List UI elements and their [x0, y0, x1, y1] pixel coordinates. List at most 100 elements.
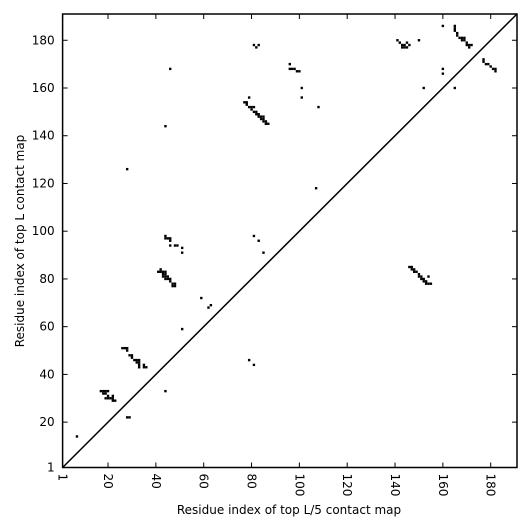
contact-point	[255, 46, 258, 49]
contact-point	[125, 346, 129, 350]
contact-point	[130, 356, 134, 359]
plot-frame	[61, 13, 518, 469]
contact-point	[247, 358, 251, 362]
contact-point	[123, 346, 126, 350]
contact-point	[441, 72, 445, 75]
contact-point	[200, 296, 203, 300]
contact-point	[262, 120, 265, 123]
contact-point	[109, 397, 112, 400]
contact-point	[453, 27, 457, 30]
contact-point	[209, 304, 213, 307]
contact-point	[135, 361, 138, 364]
contact-point	[106, 397, 110, 400]
contact-point	[173, 244, 177, 247]
x-tick-label: 180	[484, 474, 498, 497]
contact-point	[288, 67, 291, 71]
contact-point	[403, 46, 406, 49]
x-tick-label: 40	[149, 474, 163, 489]
contact-point	[243, 101, 246, 104]
contact-point	[456, 31, 459, 35]
contact-point	[417, 275, 421, 278]
contact-point	[164, 270, 167, 273]
contact-point	[252, 43, 256, 47]
contact-point	[453, 29, 457, 32]
contact-point	[99, 389, 103, 393]
contact-point	[171, 282, 174, 285]
contact-point	[264, 122, 268, 125]
contact-point	[169, 244, 172, 247]
contact-point	[111, 397, 115, 400]
contact-point	[159, 270, 162, 273]
contact-point	[403, 43, 406, 47]
y-axis-label: Residue index of top L contact map	[13, 135, 27, 348]
contact-point	[453, 24, 457, 28]
contact-point	[259, 117, 263, 121]
contact-point	[130, 354, 134, 357]
contact-point	[247, 105, 251, 109]
contact-point	[262, 251, 265, 254]
contact-point	[125, 167, 129, 171]
contact-point	[106, 394, 110, 398]
contact-point	[137, 361, 141, 364]
x-tick-label: 20	[101, 474, 115, 489]
contact-point	[137, 358, 141, 362]
contact-point	[250, 105, 253, 109]
contact-point	[441, 67, 445, 71]
contact-point	[494, 70, 497, 73]
contact-point	[467, 43, 471, 47]
contact-point	[161, 270, 165, 273]
contact-point	[429, 282, 433, 285]
contact-point	[135, 358, 138, 362]
x-tick-label: 160	[436, 474, 450, 497]
contact-point	[422, 280, 425, 283]
contact-point	[104, 397, 107, 400]
contact-point	[257, 43, 260, 47]
y-tick-label: 140	[32, 129, 55, 143]
contact-point	[164, 275, 167, 278]
contact-point	[173, 282, 177, 285]
y-tick-label: 180	[32, 33, 55, 47]
x-tick-label: 140	[388, 474, 402, 497]
contact-point	[142, 363, 146, 367]
contact-point	[408, 43, 411, 47]
x-tick-label: 80	[245, 474, 259, 489]
contact-point	[121, 346, 124, 350]
contact-point	[415, 270, 418, 273]
contact-point	[245, 101, 248, 104]
contact-point	[161, 272, 165, 276]
contact-point	[410, 268, 413, 271]
contact-point	[484, 62, 488, 66]
contact-point	[463, 36, 466, 40]
contact-point	[408, 265, 411, 269]
contact-point	[424, 282, 428, 285]
contact-point	[159, 268, 162, 271]
contact-point	[164, 272, 167, 276]
contact-point	[104, 392, 107, 395]
contact-point	[293, 67, 296, 71]
contact-point	[169, 237, 172, 240]
contact-point	[161, 275, 165, 278]
contact-point	[114, 399, 117, 402]
diagonal-line	[62, 13, 518, 469]
contact-point	[164, 277, 167, 281]
contact-point	[460, 36, 464, 40]
contact-point	[314, 187, 318, 190]
x-axis-label: Residue index of top L/5 contact map	[177, 503, 401, 517]
contact-point	[262, 115, 265, 118]
contact-point	[405, 46, 409, 49]
contact-point	[102, 392, 105, 395]
y-tick-label: 20	[39, 415, 54, 429]
contact-point	[290, 67, 294, 71]
contact-point	[300, 86, 303, 90]
contact-point	[482, 58, 485, 61]
contact-point	[300, 96, 303, 99]
contact-point	[420, 277, 423, 281]
x-tick-label: 1	[56, 474, 70, 482]
x-tick-label: 100	[292, 474, 306, 497]
contact-point	[125, 416, 129, 419]
y-tick-label: 80	[39, 272, 54, 286]
contact-point	[128, 416, 131, 419]
contact-point	[207, 306, 210, 309]
contact-point	[252, 234, 256, 238]
